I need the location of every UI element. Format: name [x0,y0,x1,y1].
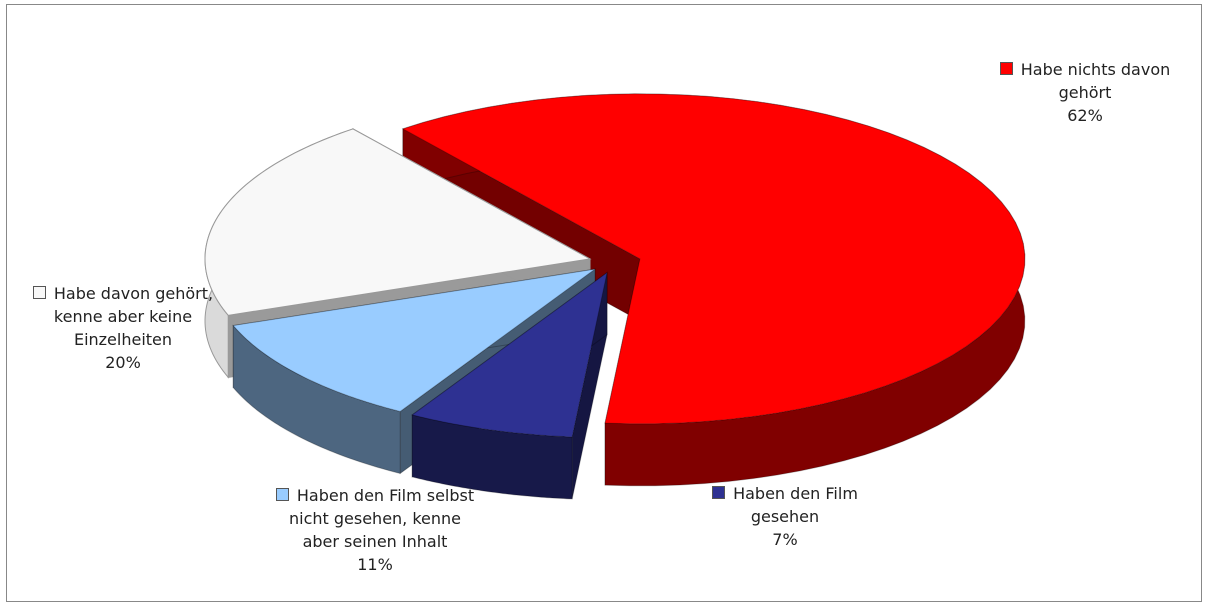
value-label: 62% [1067,106,1103,125]
slice [411,271,608,500]
value-label: 7% [772,530,798,549]
data-label: Haben den Film selbst nicht gesehen, ken… [270,484,480,576]
slice-top [232,268,596,412]
value-label: 20% [105,353,141,372]
value-label: 11% [357,555,393,574]
legend-swatch [999,62,1013,75]
slice-top [411,271,608,438]
data-label: Habe nichts davon gehört 62% [985,58,1185,127]
category-label: Haben den Film selbst nicht gesehen, ken… [288,486,475,551]
frame [6,4,1202,602]
category-label: Haben den Film gesehen [733,484,858,526]
data-label: Haben den Film gesehen 7% [690,482,880,551]
legend-swatch [712,486,726,499]
slice-top [401,93,1026,425]
category-label: Habe nichts davon gehört [1020,60,1171,102]
category-label: Habe davon gehört, kenne aber keine Einz… [53,284,214,349]
data-label: Habe davon gehört, kenne aber keine Einz… [18,282,228,374]
legend-swatch [32,286,46,299]
legend-swatch [275,488,289,501]
slice-top [204,128,592,316]
